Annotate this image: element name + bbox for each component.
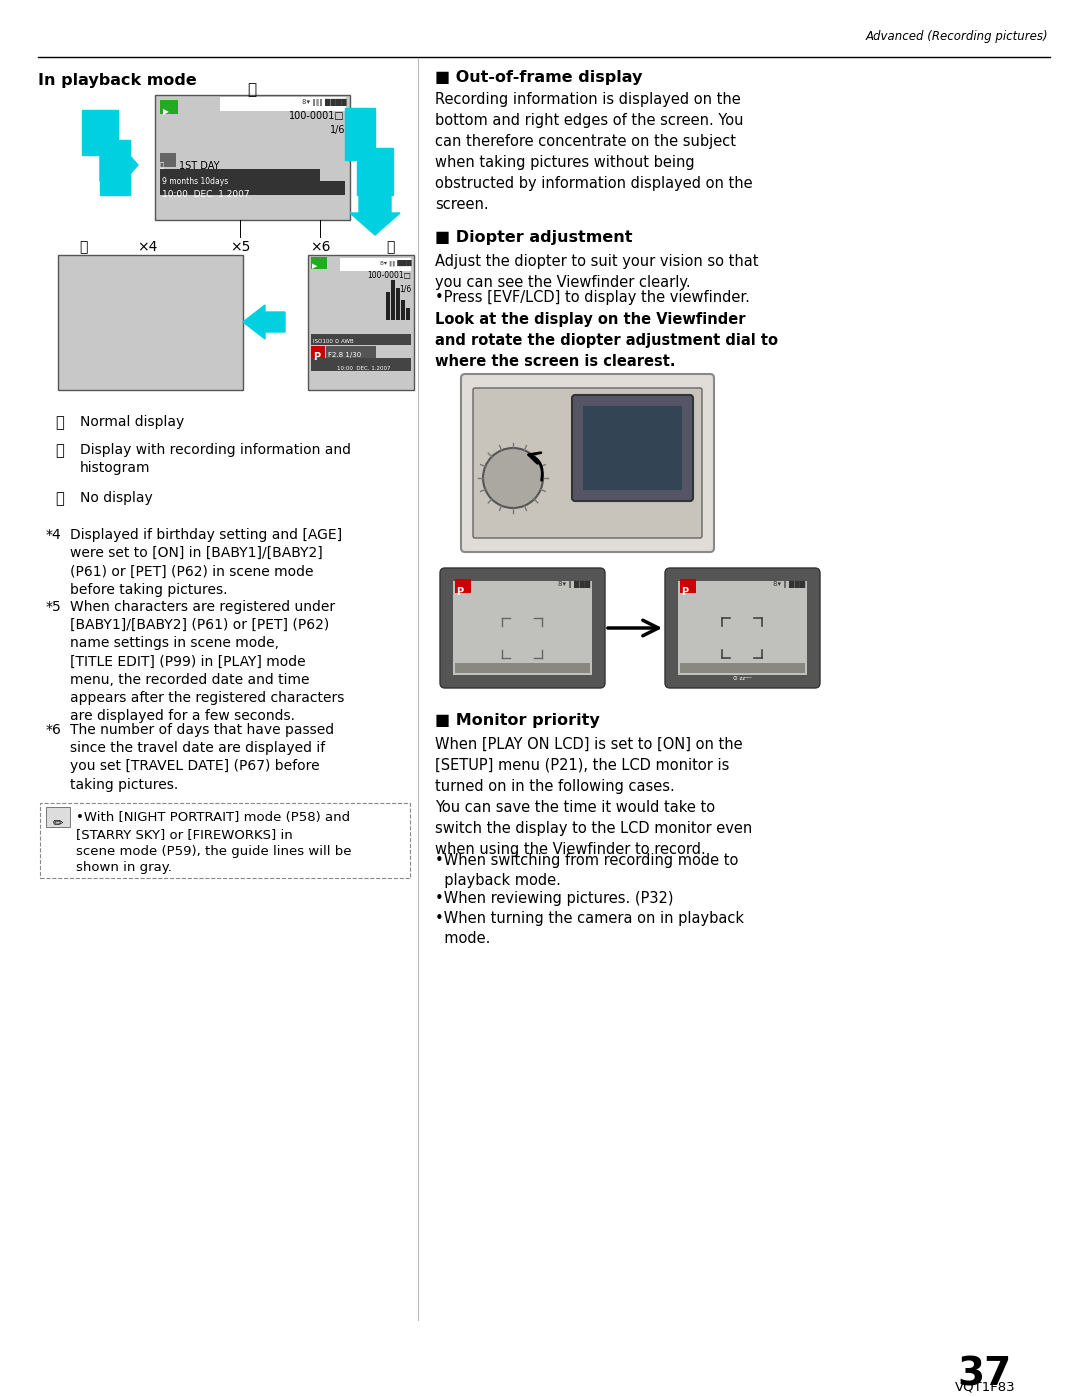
Text: ■ Out-of-frame display: ■ Out-of-frame display (435, 70, 643, 85)
Bar (453, 581, 592, 675)
Text: 8▾ ‖ ███: 8▾ ‖ ███ (558, 581, 590, 588)
Text: In playback mode: In playback mode (38, 73, 197, 88)
Bar (311, 346, 325, 358)
Text: 100-0001□: 100-0001□ (367, 271, 411, 279)
FancyArrow shape (243, 305, 285, 339)
Bar (160, 154, 176, 168)
Text: P: P (313, 352, 320, 362)
Text: 9 months 10days: 9 months 10days (162, 177, 228, 186)
Text: ⓘ: ⓘ (56, 443, 65, 458)
Text: ⓗ: ⓗ (56, 415, 65, 430)
Text: •When switching from recording mode to
  playback mode.: •When switching from recording mode to p… (435, 854, 739, 888)
Bar (340, 258, 411, 271)
Bar (160, 182, 345, 196)
FancyArrow shape (100, 140, 138, 190)
FancyBboxPatch shape (440, 569, 605, 687)
Text: 1/6: 1/6 (399, 284, 411, 293)
Bar (455, 664, 590, 673)
Text: Displayed if birthday setting and [AGE]
were set to [ON] in [BABY1]/[BABY2]
(P61: Displayed if birthday setting and [AGE] … (70, 528, 342, 597)
Bar (311, 257, 327, 270)
Bar (156, 95, 350, 219)
Text: ×5: ×5 (230, 240, 251, 254)
Text: ⓘ: ⓘ (386, 240, 394, 254)
Text: 8▾ ‖‖‖ ████: 8▾ ‖‖‖ ████ (301, 99, 346, 106)
Text: F2.8 1/30: F2.8 1/30 (328, 352, 361, 358)
Text: ⓙ: ⓙ (56, 490, 65, 506)
Text: :  (160, 161, 164, 168)
Bar (46, 807, 70, 827)
FancyBboxPatch shape (40, 803, 410, 877)
Text: Adjust the diopter to suit your vision so that
you can see the Viewfinder clearl: Adjust the diopter to suit your vision s… (435, 254, 758, 291)
Bar (455, 578, 471, 592)
FancyBboxPatch shape (665, 569, 820, 687)
Bar (160, 101, 178, 115)
Text: ▶: ▶ (312, 263, 318, 270)
Text: 8▾ ‖‖ ███: 8▾ ‖‖ ███ (379, 260, 411, 267)
Text: ISO100 ⊙ AWB: ISO100 ⊙ AWB (313, 339, 353, 344)
Text: •With [NIGHT PORTRAIT] mode (P58) and
[STARRY SKY] or [FIREWORKS] in
scene mode : •With [NIGHT PORTRAIT] mode (P58) and [S… (76, 812, 351, 875)
Text: •When reviewing pictures. (P32): •When reviewing pictures. (P32) (435, 891, 674, 907)
Text: 10:00  DEC. 1.2007: 10:00 DEC. 1.2007 (162, 190, 249, 198)
Polygon shape (345, 108, 393, 196)
Text: ✏: ✏ (53, 817, 64, 830)
Text: ■ Diopter adjustment: ■ Diopter adjustment (435, 231, 633, 244)
Bar (160, 169, 320, 182)
Bar (396, 288, 400, 320)
FancyBboxPatch shape (572, 395, 693, 502)
Bar (326, 346, 376, 358)
Text: •When turning the camera on in playback
  mode.: •When turning the camera on in playback … (435, 911, 744, 946)
Text: Advanced (Recording pictures): Advanced (Recording pictures) (865, 29, 1048, 43)
Text: ×4: ×4 (137, 240, 158, 254)
Text: •Press [EVF/LCD] to display the viewfinder.: •Press [EVF/LCD] to display the viewfind… (435, 291, 750, 305)
Text: 1/6: 1/6 (329, 124, 345, 136)
Text: ⊙ zz┈┈: ⊙ zz┈┈ (732, 676, 752, 680)
Text: When [PLAY ON LCD] is set to [ON] on the
[SETUP] menu (P21), the LCD monitor is
: When [PLAY ON LCD] is set to [ON] on the… (435, 738, 753, 856)
Bar (391, 279, 395, 320)
Text: *6: *6 (46, 724, 62, 738)
Text: ▶: ▶ (163, 108, 168, 116)
Text: VQT1F83: VQT1F83 (955, 1380, 1015, 1393)
Bar (680, 578, 696, 592)
Text: The number of days that have passed
since the travel date are displayed if
you s: The number of days that have passed sinc… (70, 724, 334, 792)
Text: Recording information is displayed on the
bottom and right edges of the screen. : Recording information is displayed on th… (435, 92, 753, 212)
Polygon shape (82, 110, 130, 196)
Text: 100-0001□: 100-0001□ (289, 110, 345, 122)
Text: 10:00  DEC. 1.2007: 10:00 DEC. 1.2007 (337, 366, 391, 372)
Bar (308, 256, 414, 390)
Bar (678, 581, 807, 675)
Bar (311, 334, 411, 345)
Bar (583, 407, 681, 490)
Text: 8▾ ‖ ███: 8▾ ‖ ███ (773, 581, 805, 588)
Text: 37: 37 (958, 1355, 1012, 1393)
Text: Look at the display on the Viewfinder
and rotate the diopter adjustment dial to
: Look at the display on the Viewfinder an… (435, 312, 778, 369)
FancyBboxPatch shape (473, 388, 702, 538)
Text: ×6: ×6 (310, 240, 330, 254)
Text: P: P (681, 587, 688, 597)
Bar (406, 307, 410, 320)
Text: *5: *5 (46, 599, 62, 615)
Text: No display: No display (80, 490, 152, 504)
Text: 1ST DAY: 1ST DAY (179, 161, 219, 170)
Text: Display with recording information and
histogram: Display with recording information and h… (80, 443, 351, 475)
Text: P: P (456, 587, 463, 597)
FancyBboxPatch shape (461, 374, 714, 552)
Text: *4: *4 (46, 528, 62, 542)
Text: ■ Monitor priority: ■ Monitor priority (435, 712, 599, 728)
Bar (401, 300, 405, 320)
Circle shape (483, 448, 543, 509)
Bar (386, 292, 390, 320)
Text: Normal display: Normal display (80, 415, 185, 429)
Text: When characters are registered under
[BABY1]/[BABY2] (P61) or [PET] (P62)
name s: When characters are registered under [BA… (70, 599, 345, 724)
FancyArrow shape (350, 196, 400, 235)
Bar (58, 256, 243, 390)
Bar (311, 358, 411, 372)
Bar (680, 664, 805, 673)
Text: ⓙ: ⓙ (79, 240, 87, 254)
Text: ⓗ: ⓗ (247, 82, 257, 96)
Bar (220, 96, 346, 110)
